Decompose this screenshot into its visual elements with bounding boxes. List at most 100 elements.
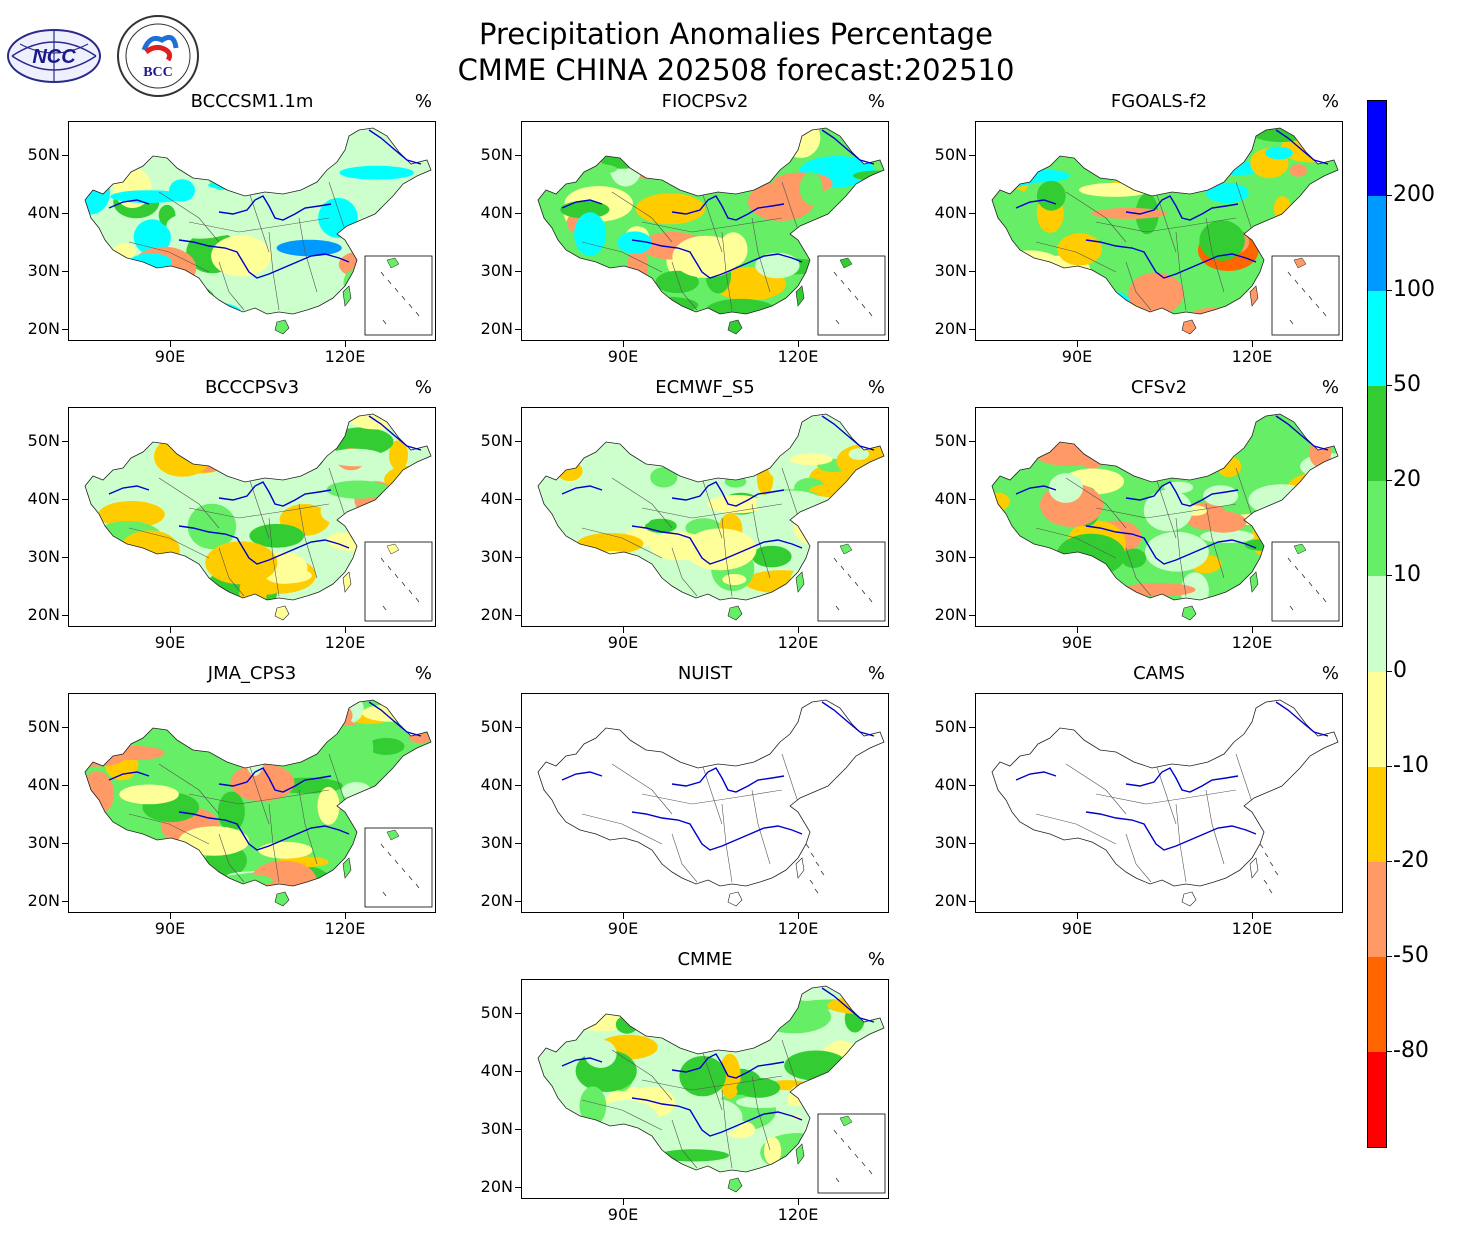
- anomaly-patch: [1309, 438, 1332, 468]
- province-border: [158, 191, 220, 243]
- anomaly-patch: [541, 1006, 570, 1034]
- anomaly-patch: [376, 216, 429, 239]
- latitude-tick: [515, 271, 521, 272]
- nine-dash-line: [1322, 311, 1327, 317]
- anomaly-patch: [592, 586, 653, 600]
- nine-dash-line: [408, 303, 413, 309]
- panel-unit: %: [867, 663, 885, 684]
- anomaly-patch: [193, 221, 261, 234]
- map-frame: [975, 407, 1343, 627]
- river: [1275, 129, 1329, 165]
- anomaly-patch: [205, 541, 278, 585]
- colorbar-label: 10: [1393, 562, 1421, 588]
- nine-dash-line: [387, 279, 392, 285]
- anomaly-patch: [1254, 566, 1271, 600]
- province-border: [1155, 763, 1177, 825]
- latitude-label: 40N: [27, 489, 60, 508]
- colorbar: [1367, 100, 1387, 1148]
- latitude-label: 50N: [27, 431, 60, 450]
- province-border: [158, 763, 220, 815]
- inset-coast: [1293, 543, 1307, 555]
- anomaly-patch: [992, 257, 1034, 270]
- longitude-tick: [1077, 913, 1078, 919]
- colorbar-label: 200: [1393, 182, 1435, 208]
- latitude-label: 30N: [480, 547, 513, 566]
- anomaly-patch: [250, 860, 317, 886]
- panel-title: FGOALS-f2: [1110, 91, 1208, 112]
- map-panel: FGOALS-f2% 50N 40N 30N 20N 90E 120E: [907, 91, 1347, 366]
- anomaly-patch: [1145, 531, 1209, 572]
- latitude-label: 50N: [934, 717, 967, 736]
- anomaly-patch: [216, 883, 287, 886]
- colorbar-label: 100: [1393, 277, 1435, 303]
- river: [1125, 767, 1239, 793]
- anomaly-patch: [579, 1086, 607, 1126]
- province-border: [1035, 241, 1117, 273]
- south-china-sea-inset: [817, 255, 886, 336]
- country-border: [84, 413, 432, 601]
- anomaly-patch: [276, 239, 342, 257]
- latitude-label: 30N: [934, 547, 967, 566]
- province-border: [128, 241, 210, 273]
- anomaly-patch: [147, 871, 186, 886]
- latitude-label: 20N: [934, 605, 967, 624]
- colorbar-tick: [1387, 575, 1392, 577]
- anomaly-patch: [615, 1015, 639, 1034]
- anomaly-patch: [837, 203, 884, 233]
- anomaly-patch: [178, 149, 231, 166]
- province-border: [581, 1099, 663, 1131]
- anomaly-patch: [712, 986, 762, 1008]
- province-border: [641, 503, 783, 519]
- nine-dash-line: [1301, 287, 1306, 293]
- nine-dash-line: [401, 295, 406, 301]
- colorbar-tick: [1387, 670, 1392, 672]
- latitude-label: 50N: [934, 431, 967, 450]
- latitude-tick: [515, 329, 521, 330]
- river: [1085, 525, 1257, 565]
- anomaly-patch: [1121, 548, 1147, 568]
- province-border: [1095, 789, 1237, 805]
- nine-dash-line: [1308, 581, 1313, 587]
- province-border: [1035, 813, 1117, 845]
- latitude-tick: [969, 441, 975, 442]
- anomaly-patch: [222, 414, 290, 438]
- province-border: [751, 217, 771, 293]
- inset-coast: [386, 257, 400, 269]
- anomaly-patch: [133, 219, 171, 255]
- colorbar-segment: [1368, 671, 1386, 768]
- anomaly-patch: [566, 163, 618, 175]
- panel-unit: %: [1321, 377, 1339, 398]
- anomaly-patch: [1200, 511, 1247, 533]
- south-china-sea-inset: [364, 827, 433, 908]
- panel-title: FIOCPSv2: [661, 91, 749, 112]
- anomaly-patch: [635, 193, 705, 225]
- island: [1181, 319, 1197, 335]
- river: [1275, 415, 1329, 451]
- latitude-tick: [62, 785, 68, 786]
- anomaly-patch: [187, 503, 237, 550]
- longitude-label: 120E: [324, 633, 366, 652]
- longitude-tick: [170, 627, 171, 633]
- anomaly-patch: [1199, 220, 1245, 261]
- anomaly-patch: [743, 570, 820, 594]
- country-border: [991, 699, 1339, 887]
- anomaly-patch: [679, 1056, 726, 1097]
- panel-title: BCCCPSv3: [204, 377, 300, 398]
- panel-unit: %: [414, 377, 432, 398]
- nine-dash-line: [810, 852, 815, 858]
- china-map: [537, 127, 886, 336]
- latitude-label: 30N: [27, 261, 60, 280]
- anomaly-patch: [722, 574, 747, 585]
- nine-dash-line: [835, 319, 840, 325]
- anomaly-patch: [1048, 473, 1083, 503]
- latitude-tick: [515, 901, 521, 902]
- anomaly-patch: [119, 784, 179, 805]
- anomaly-patch: [752, 437, 781, 462]
- nine-dash-line: [854, 295, 859, 301]
- nine-dash-line: [1268, 888, 1273, 894]
- colorbar-segment: [1368, 956, 1386, 1053]
- nine-dash-line: [1264, 852, 1269, 858]
- river: [671, 481, 785, 507]
- anomaly-patch: [603, 430, 680, 447]
- panel-unit: %: [414, 663, 432, 684]
